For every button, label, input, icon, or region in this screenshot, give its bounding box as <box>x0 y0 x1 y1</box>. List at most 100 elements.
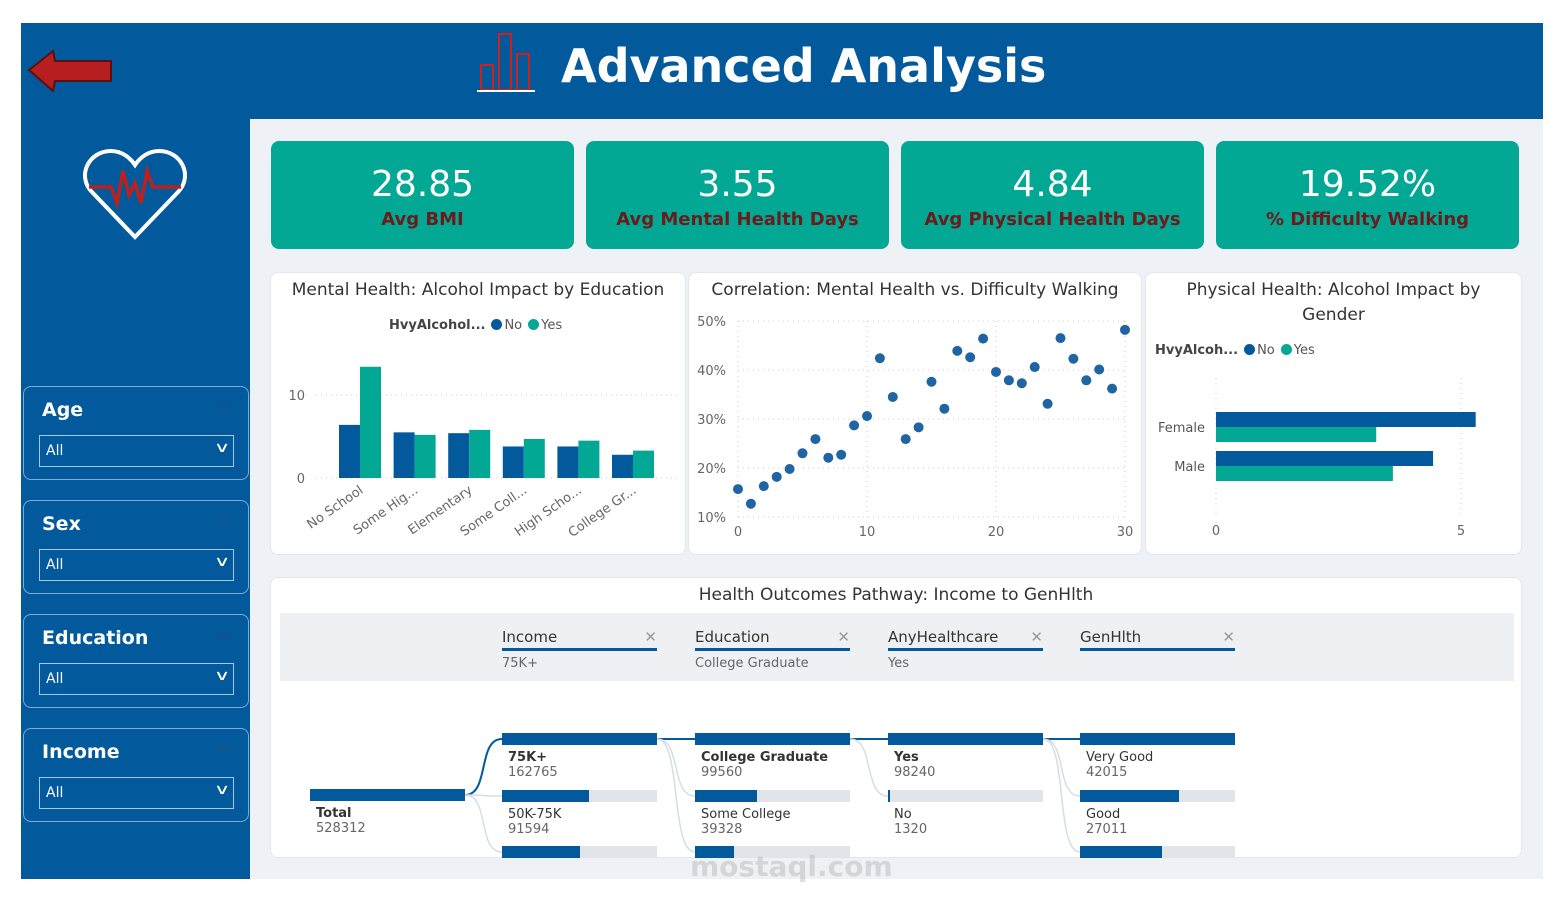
tree-link <box>656 738 696 797</box>
node-bar-fill <box>502 733 657 745</box>
node-bar <box>502 733 657 745</box>
x-tick-label: 30 <box>1117 525 1134 540</box>
chevron-down-icon[interactable]: ﹀ <box>217 517 230 531</box>
level-field: Education <box>695 628 770 646</box>
y-tick-label: 0 <box>297 472 305 487</box>
kpi-label: % Difficulty Walking <box>1265 209 1470 230</box>
sex-dropdown[interactable]: All ∨ <box>39 549 234 581</box>
scatter-point <box>913 422 924 433</box>
bar-no <box>448 433 470 478</box>
node-bar <box>888 790 1043 802</box>
slicer-title: Age <box>42 399 84 421</box>
education-bar-chart: Mental Health: Alcohol Impact by Educati… <box>270 272 686 555</box>
dropdown-value: All <box>46 443 64 459</box>
tree-node[interactable]: 75K+ 162765 <box>502 733 657 780</box>
scatter-point <box>862 411 872 422</box>
dropdown-value: All <box>46 557 64 573</box>
level-field: Income <box>502 628 558 646</box>
chevron-down-icon: ∨ <box>213 440 231 456</box>
bar-yes <box>578 440 600 478</box>
tree-node[interactable]: No 1320 <box>888 790 1043 837</box>
scatter-point <box>745 498 756 509</box>
level-field: AnyHealthcare <box>888 628 999 646</box>
dropdown-value: All <box>46 671 64 687</box>
scatter-point <box>887 391 898 402</box>
tree-node[interactable] <box>502 846 657 858</box>
node-bar-fill <box>888 733 1043 745</box>
tree-node[interactable]: Very Good 42015 <box>1080 733 1235 780</box>
tree-node[interactable]: Total 528312 <box>310 789 465 836</box>
chart-plot: 10% 20% 30% 40% 50% 0 10 20 30 <box>697 315 1134 540</box>
scatter-point <box>1042 398 1053 409</box>
bar-yes <box>1216 466 1393 481</box>
chart-title: Physical Health: Alcohol Impact by Gende… <box>1186 280 1481 325</box>
node-value: 528312 <box>316 821 366 836</box>
close-icon[interactable]: ✕ <box>1222 628 1235 646</box>
education-dropdown[interactable]: All ∨ <box>39 663 234 695</box>
legend-no[interactable]: No <box>504 318 523 333</box>
node-label: No <box>894 807 912 822</box>
node-bar-fill <box>695 790 757 802</box>
node-bar-fill <box>888 790 890 802</box>
scatter-point <box>810 434 821 445</box>
tree-link <box>464 794 503 853</box>
tree-node[interactable] <box>1080 846 1235 858</box>
scatter-point <box>1016 378 1027 389</box>
bar-chart-icon <box>477 33 535 92</box>
scatter-point <box>1094 364 1105 375</box>
scatter-point <box>939 403 950 414</box>
tree-node[interactable]: 50K-75K 91594 <box>502 790 657 837</box>
chevron-down-icon[interactable]: ﹀ <box>217 631 230 645</box>
bar-yes <box>523 438 545 478</box>
y-tick-label: 20% <box>697 462 726 477</box>
tree-link <box>464 738 503 796</box>
income-dropdown[interactable]: All ∨ <box>39 777 234 809</box>
kpi-value: 28.85 <box>370 164 475 205</box>
chart-legend: HvyAlcoh... No Yes <box>1155 343 1315 358</box>
legend-no[interactable]: No <box>1257 343 1275 358</box>
chevron-down-icon[interactable]: ﹀ <box>217 403 230 417</box>
level-selected-value: Yes <box>888 656 909 671</box>
drill-level-genhlth[interactable]: GenHlth ✕ <box>1080 628 1235 651</box>
tree-node[interactable]: Yes 98240 <box>888 733 1043 780</box>
node-value: 98240 <box>894 765 936 780</box>
legend-title: HvyAlcohol... <box>389 318 486 333</box>
bar-yes <box>414 434 436 478</box>
sidebar <box>21 119 250 879</box>
correlation-scatter-chart: Correlation: Mental Health vs. Difficult… <box>688 272 1142 555</box>
legend-yes[interactable]: Yes <box>1293 343 1315 358</box>
scatter-point <box>784 463 795 474</box>
close-icon[interactable]: ✕ <box>837 628 850 646</box>
drill-level-income[interactable]: Income ✕ <box>502 628 657 651</box>
slicer-age: Age ﹀ All ∨ <box>23 386 249 480</box>
age-dropdown[interactable]: All ∨ <box>39 435 234 467</box>
kpi-mental-health: 3.55 Avg Mental Health Days <box>586 141 889 249</box>
node-bar <box>502 846 657 858</box>
tree-node[interactable] <box>695 846 850 858</box>
legend-dot-yes <box>1280 344 1292 355</box>
tree-link <box>464 794 503 797</box>
slicer-title: Education <box>42 627 149 649</box>
tree-node[interactable]: College Graduate 99560 <box>695 733 850 780</box>
tree-node[interactable]: Good 27011 <box>1080 790 1235 837</box>
chevron-down-icon[interactable]: ﹀ <box>217 745 230 759</box>
kpi-label: Avg Mental Health Days <box>616 209 859 230</box>
drill-level-anyhealthcare[interactable]: AnyHealthcare ✕ <box>888 628 1043 651</box>
bar-no <box>1216 412 1476 427</box>
legend-title: HvyAlcoh... <box>1155 343 1239 358</box>
tree-node[interactable]: Some College 39328 <box>695 790 850 837</box>
scatter-point <box>733 484 743 495</box>
chart-plot: 0 5 Female Male <box>1158 378 1476 539</box>
x-tick-label: 5 <box>1457 524 1465 539</box>
scatter-point <box>978 333 989 344</box>
bar-yes <box>1216 427 1377 442</box>
close-icon[interactable]: ✕ <box>644 628 657 646</box>
close-icon[interactable]: ✕ <box>1030 628 1043 646</box>
node-bar <box>888 733 1043 745</box>
back-arrow-icon[interactable] <box>27 47 119 95</box>
tree-link <box>1042 738 1081 853</box>
drill-level-education[interactable]: Education ✕ <box>695 628 850 651</box>
legend-yes[interactable]: Yes <box>541 318 563 333</box>
node-bar <box>695 790 850 802</box>
node-value: 42015 <box>1086 765 1128 780</box>
